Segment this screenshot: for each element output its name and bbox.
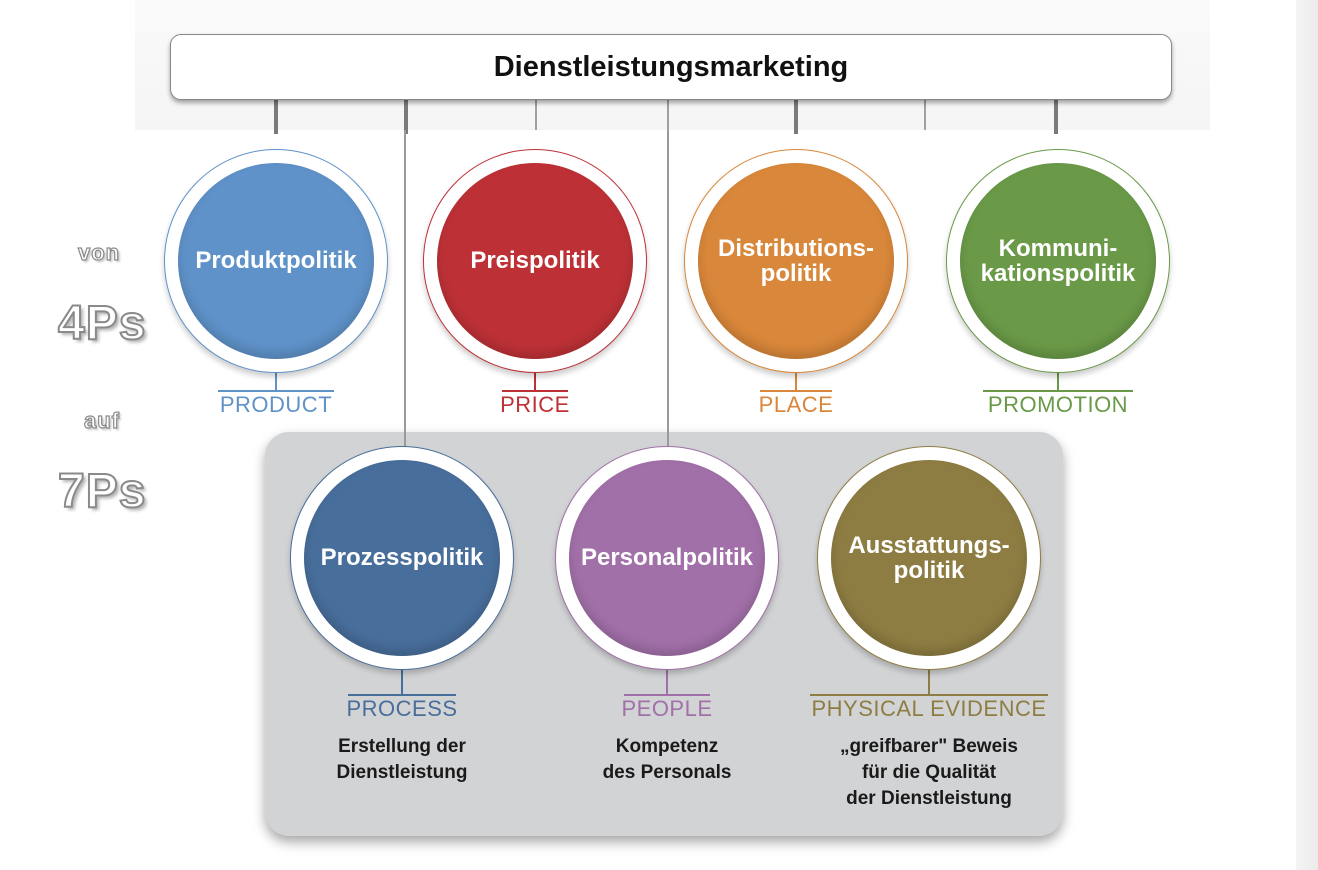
product-stem — [275, 371, 277, 390]
connector-stub — [667, 98, 669, 130]
connector-stub — [274, 98, 278, 134]
physical-circle-label: Ausstattungs- politik — [831, 460, 1027, 656]
process-label-bar — [348, 694, 456, 696]
product-circle-label: Produktpolitik — [178, 163, 374, 359]
physical-p-label: PHYSICAL EVIDENCE — [811, 696, 1047, 721]
promotion-circle-label: Kommuni- kationspolitik — [960, 163, 1156, 359]
people-label-bar — [624, 694, 710, 696]
process-circle-label: Prozesspolitik — [304, 460, 500, 656]
physical-stem — [928, 668, 930, 694]
people-circle-label: Personalpolitik — [569, 460, 765, 656]
place-circle-label: Distributions- politik — [698, 163, 894, 359]
process-stem — [401, 668, 403, 694]
process-p-label: PROCESS — [346, 696, 458, 721]
diagram-title: Dienstleistungsmarketing — [170, 34, 1172, 100]
people-p-label: PEOPLE — [621, 696, 713, 721]
connector-stub — [404, 98, 408, 134]
price-label-bar — [502, 390, 568, 392]
right-edge-strip — [1296, 0, 1318, 870]
product-p-label: PRODUCT — [219, 392, 333, 417]
side-label-von: von — [77, 239, 121, 265]
process-description: Erstellung der Dienstleistung — [336, 736, 468, 784]
connector-stub — [1054, 98, 1058, 134]
people-description: Kompetenz des Personals — [602, 736, 732, 784]
side-label-7ps: 7Ps — [57, 464, 147, 519]
physical-label-bar — [810, 694, 1048, 696]
price-p-label: PRICE — [500, 392, 570, 417]
connector-stub — [924, 98, 926, 130]
product-label-bar — [218, 390, 334, 392]
connector-line-process — [404, 130, 406, 448]
side-label-auf: auf — [83, 407, 120, 433]
promotion-p-label: PROMOTION — [987, 392, 1129, 417]
connector-stub — [535, 98, 537, 130]
place-label-bar — [760, 390, 832, 392]
price-circle-label: Preispolitik — [437, 163, 633, 359]
people-stem — [666, 668, 668, 694]
place-p-label: PLACE — [758, 392, 834, 417]
promotion-label-bar — [983, 390, 1133, 392]
connector-stub — [794, 98, 798, 134]
promotion-stem — [1057, 371, 1059, 390]
side-label-4ps: 4Ps — [57, 296, 147, 351]
place-stem — [795, 371, 797, 390]
physical-description: „greifbarer" Beweis für die Qualität der… — [840, 736, 1018, 810]
connector-line-people — [667, 130, 669, 448]
price-stem — [534, 371, 536, 390]
